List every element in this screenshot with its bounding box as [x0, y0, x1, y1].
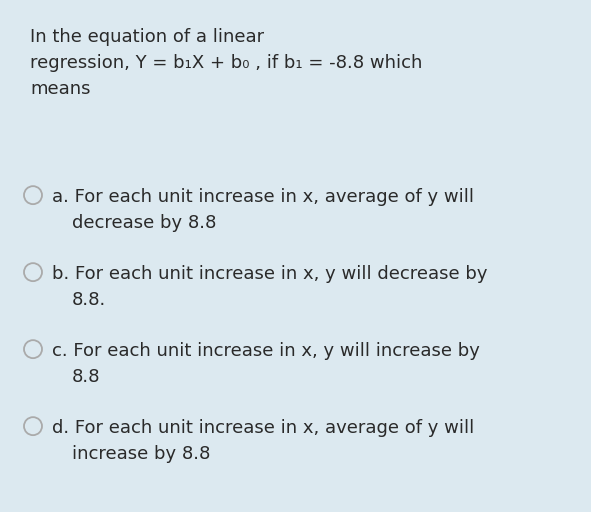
Text: increase by 8.8: increase by 8.8 [72, 445, 210, 463]
Text: d. For each unit increase in x, average of y will: d. For each unit increase in x, average … [52, 419, 474, 437]
Text: c. For each unit increase in x, y will increase by: c. For each unit increase in x, y will i… [52, 342, 480, 360]
Text: 8.8.: 8.8. [72, 291, 106, 309]
Text: regression, Y = b₁X + b₀ , if b₁ = -8.8 which: regression, Y = b₁X + b₀ , if b₁ = -8.8 … [30, 54, 423, 72]
Circle shape [24, 186, 42, 204]
Text: decrease by 8.8: decrease by 8.8 [72, 214, 216, 232]
Text: b. For each unit increase in x, y will decrease by: b. For each unit increase in x, y will d… [52, 265, 488, 283]
Circle shape [24, 263, 42, 281]
Text: 8.8: 8.8 [72, 368, 100, 386]
Circle shape [24, 417, 42, 435]
Circle shape [24, 340, 42, 358]
Text: a. For each unit increase in x, average of y will: a. For each unit increase in x, average … [52, 188, 474, 206]
Text: means: means [30, 80, 90, 98]
Text: In the equation of a linear: In the equation of a linear [30, 28, 264, 46]
